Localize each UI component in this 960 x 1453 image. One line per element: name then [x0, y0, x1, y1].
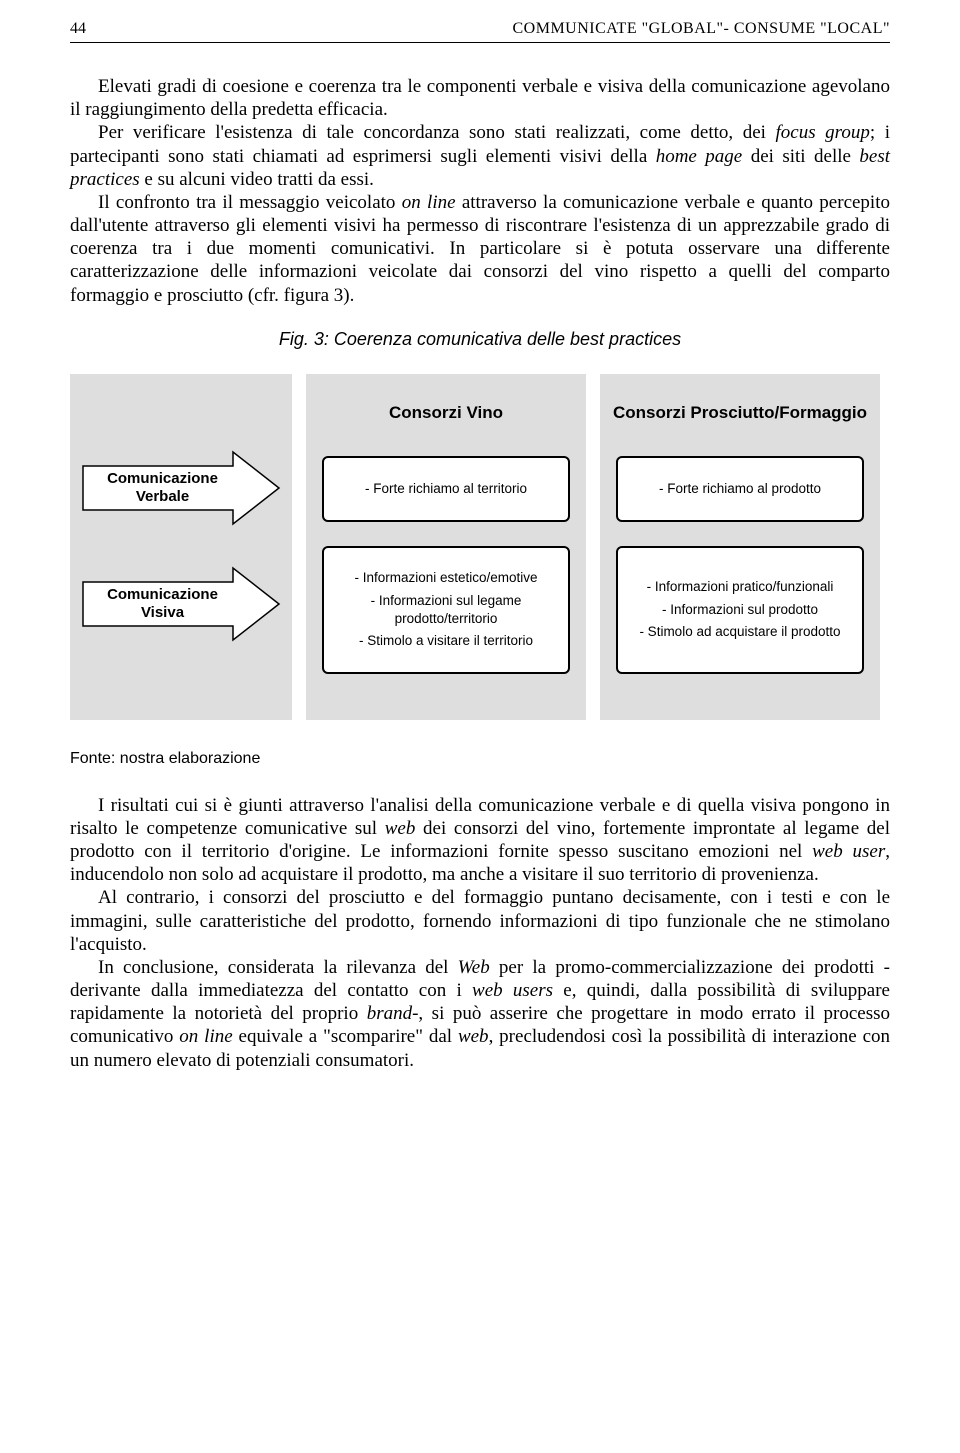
cell-line: - Forte richiamo al prodotto — [628, 480, 852, 498]
body-paragraph-2: I risultati cui si è giunti attraverso l… — [70, 794, 890, 1072]
italic-text: on line — [179, 1026, 232, 1047]
text: Il confronto tra il messaggio veicolato — [98, 192, 402, 213]
column-header-vino: Consorzi Vino — [389, 392, 503, 434]
italic-text: focus group — [776, 122, 870, 143]
cell-prosciutto-visiva: - Informazioni pratico/funzionali - Info… — [616, 546, 864, 674]
italic-text: home page — [656, 146, 743, 167]
sentence: Per verificare l'esistenza di tale conco… — [70, 121, 890, 191]
body-paragraph-1: Elevati gradi di coesione e coerenza tra… — [70, 75, 890, 307]
page-number: 44 — [70, 20, 86, 38]
arrow-row-visiva: Comunicazione Visiva — [81, 566, 281, 642]
italic-text: web — [458, 1026, 489, 1047]
header-title: COMMUNICATE "GLOBAL"- CONSUME "LOCAL" — [512, 20, 890, 38]
column-header-prosciutto: Consorzi Prosciutto/Formaggio — [613, 392, 867, 434]
sentence: Il confronto tra il messaggio veicolato … — [70, 191, 890, 307]
italic-text: Web — [458, 957, 490, 978]
page-header: 44 COMMUNICATE "GLOBAL"- CONSUME "LOCAL" — [70, 20, 890, 43]
cell-line: - Stimolo a visitare il territorio — [334, 632, 558, 650]
text: In conclusione, considerata la rilevanza… — [98, 957, 458, 978]
cell-line: - Forte richiamo al territorio — [334, 480, 558, 498]
cell-line: - Informazioni sul legame prodotto/terri… — [334, 592, 558, 628]
arrow-label-text: Comunicazione Verbale — [81, 470, 236, 506]
paragraph: In conclusione, considerata la rilevanza… — [70, 956, 890, 1072]
text: Per verificare l'esistenza di tale conco… — [98, 122, 776, 143]
figure-diagram: Comunicazione Verbale Comunicazione Visi… — [70, 374, 890, 720]
cell-vino-visiva: - Informazioni estetico/emotive - Inform… — [322, 546, 570, 674]
paragraph: Al contrario, i consorzi del prosciutto … — [70, 886, 890, 956]
text: dei siti delle — [742, 146, 859, 167]
figure-caption: Fig. 3: Coerenza comunicativa delle best… — [70, 329, 890, 350]
italic-text: web — [385, 818, 416, 839]
arrow-row-verbale: Comunicazione Verbale — [81, 450, 281, 526]
italic-text: on line — [402, 192, 456, 213]
text: equivale a "scomparire" dal — [233, 1026, 458, 1047]
diagram-left-column: Comunicazione Verbale Comunicazione Visi… — [70, 374, 292, 720]
cell-line: - Stimolo ad acquistare il prodotto — [628, 623, 852, 641]
cell-vino-verbale: - Forte richiamo al territorio — [322, 456, 570, 522]
sentence: Elevati gradi di coesione e coerenza tra… — [70, 75, 890, 121]
arrow-label-text: Comunicazione Visiva — [81, 586, 236, 622]
italic-text: brand — [367, 1003, 412, 1024]
diagram-right-column: Consorzi Prosciutto/Formaggio - Forte ri… — [600, 374, 880, 720]
paragraph: I risultati cui si è giunti attraverso l… — [70, 794, 890, 887]
italic-text: web users — [472, 980, 553, 1001]
figure-source: Fonte: nostra elaborazione — [70, 750, 890, 768]
cell-line: - Informazioni estetico/emotive — [334, 569, 558, 587]
cell-prosciutto-verbale: - Forte richiamo al prodotto — [616, 456, 864, 522]
italic-text: web user — [812, 841, 885, 862]
diagram-mid-column: Consorzi Vino - Forte richiamo al territ… — [306, 374, 586, 720]
cell-line: - Informazioni sul prodotto — [628, 601, 852, 619]
text: e su alcuni video tratti da essi. — [140, 169, 374, 190]
cell-line: - Informazioni pratico/funzionali — [628, 578, 852, 596]
